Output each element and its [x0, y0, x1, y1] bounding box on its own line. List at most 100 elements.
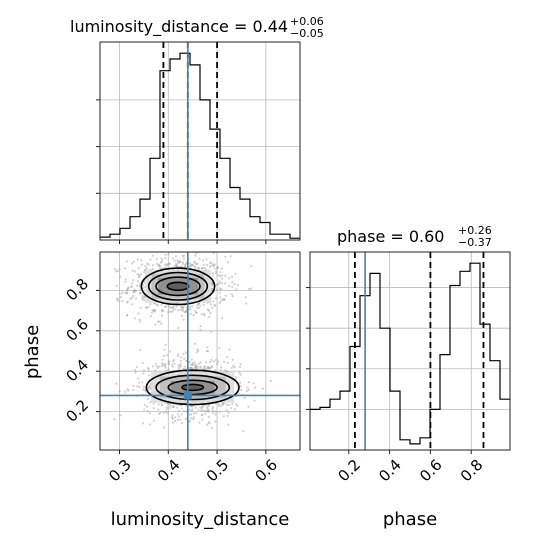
marginal-luminosity-distance-panel	[96, 41, 301, 244]
sample-point	[196, 262, 199, 265]
sample-point	[212, 300, 215, 303]
sample-point	[160, 362, 163, 365]
sample-point	[216, 267, 219, 270]
sample-point	[239, 362, 242, 366]
sample-point	[134, 371, 137, 374]
sample-point	[193, 260, 196, 263]
sample-point	[177, 366, 180, 369]
sample-point	[147, 263, 150, 266]
sample-point	[165, 263, 168, 266]
sample-point	[195, 262, 198, 266]
sample-point	[181, 306, 184, 309]
sample-point	[209, 311, 212, 315]
sample-point	[207, 366, 210, 369]
sample-point	[216, 288, 219, 291]
sample-point	[189, 265, 192, 268]
sample-point	[215, 362, 219, 366]
sample-point	[171, 421, 175, 424]
sample-point	[162, 309, 165, 312]
sample-point	[252, 382, 255, 385]
sample-point	[179, 359, 182, 362]
sample-point	[247, 381, 250, 384]
sample-point	[113, 418, 116, 421]
sample-point	[164, 363, 167, 366]
sample-point	[164, 266, 167, 269]
sample-point	[138, 320, 141, 323]
sample-point	[132, 260, 135, 263]
sample-point	[163, 426, 166, 429]
sample-point	[200, 267, 204, 270]
sample-point	[201, 407, 204, 410]
sample-point	[133, 317, 137, 320]
sample-point	[152, 365, 155, 368]
sample-point	[214, 304, 217, 307]
sample-point	[214, 420, 217, 423]
sample-point	[184, 311, 187, 314]
sample-point	[179, 365, 182, 368]
sample-point	[217, 283, 220, 286]
sample-point	[151, 309, 154, 312]
sample-point	[199, 365, 202, 368]
x-axis-label-phase: phase	[383, 509, 437, 530]
sample-point	[168, 262, 171, 266]
sample-point	[214, 297, 217, 300]
sample-point	[225, 403, 229, 406]
sample-point	[228, 403, 231, 406]
sample-point	[223, 402, 226, 405]
sample-point	[158, 320, 161, 323]
sample-point	[238, 371, 241, 374]
sample-point	[220, 267, 223, 270]
sample-point	[190, 358, 194, 361]
sample-point	[171, 414, 174, 417]
sample-point	[151, 268, 154, 271]
sample-point	[140, 259, 143, 262]
sample-point	[171, 417, 174, 420]
sample-point	[232, 365, 235, 368]
sample-point	[227, 423, 230, 426]
sample-point	[133, 270, 137, 273]
sample-point	[127, 389, 130, 392]
sample-point	[224, 294, 227, 297]
sample-point	[132, 384, 135, 387]
sample-point	[194, 254, 197, 257]
sample-point	[206, 308, 209, 311]
sample-point	[164, 366, 167, 369]
sample-point	[133, 290, 136, 293]
sample-point	[207, 421, 210, 424]
sample-point	[167, 311, 170, 314]
sample-point	[210, 287, 214, 290]
sample-point	[149, 315, 152, 318]
title-luminosity-distance-lower-error: −0.05	[290, 27, 324, 40]
sample-point	[207, 309, 211, 312]
sample-point	[157, 264, 160, 267]
sample-point	[174, 419, 177, 422]
histogram-phase	[310, 262, 510, 445]
sample-point	[183, 310, 186, 314]
sample-point	[132, 291, 135, 294]
sample-point	[239, 381, 242, 384]
sample-point	[130, 285, 133, 288]
sample-point	[194, 309, 197, 312]
sample-point	[235, 288, 238, 291]
sample-point	[248, 288, 251, 291]
sample-point	[132, 294, 135, 298]
sample-point	[147, 374, 151, 377]
sample-point	[182, 367, 185, 371]
sample-point	[160, 402, 163, 405]
sample-point	[152, 309, 155, 312]
sample-point	[239, 373, 242, 376]
sample-point	[181, 306, 184, 309]
sample-point	[167, 368, 170, 371]
sample-point	[141, 295, 144, 298]
sample-point	[144, 306, 147, 309]
sample-point	[142, 385, 145, 388]
sample-point	[165, 354, 168, 357]
sample-point	[161, 314, 164, 317]
sample-point	[138, 381, 141, 384]
sample-point	[199, 304, 202, 307]
sample-point	[167, 253, 170, 256]
sample-point	[175, 263, 178, 266]
sample-point	[125, 260, 128, 263]
sample-point	[164, 256, 167, 260]
sample-point	[119, 414, 122, 417]
